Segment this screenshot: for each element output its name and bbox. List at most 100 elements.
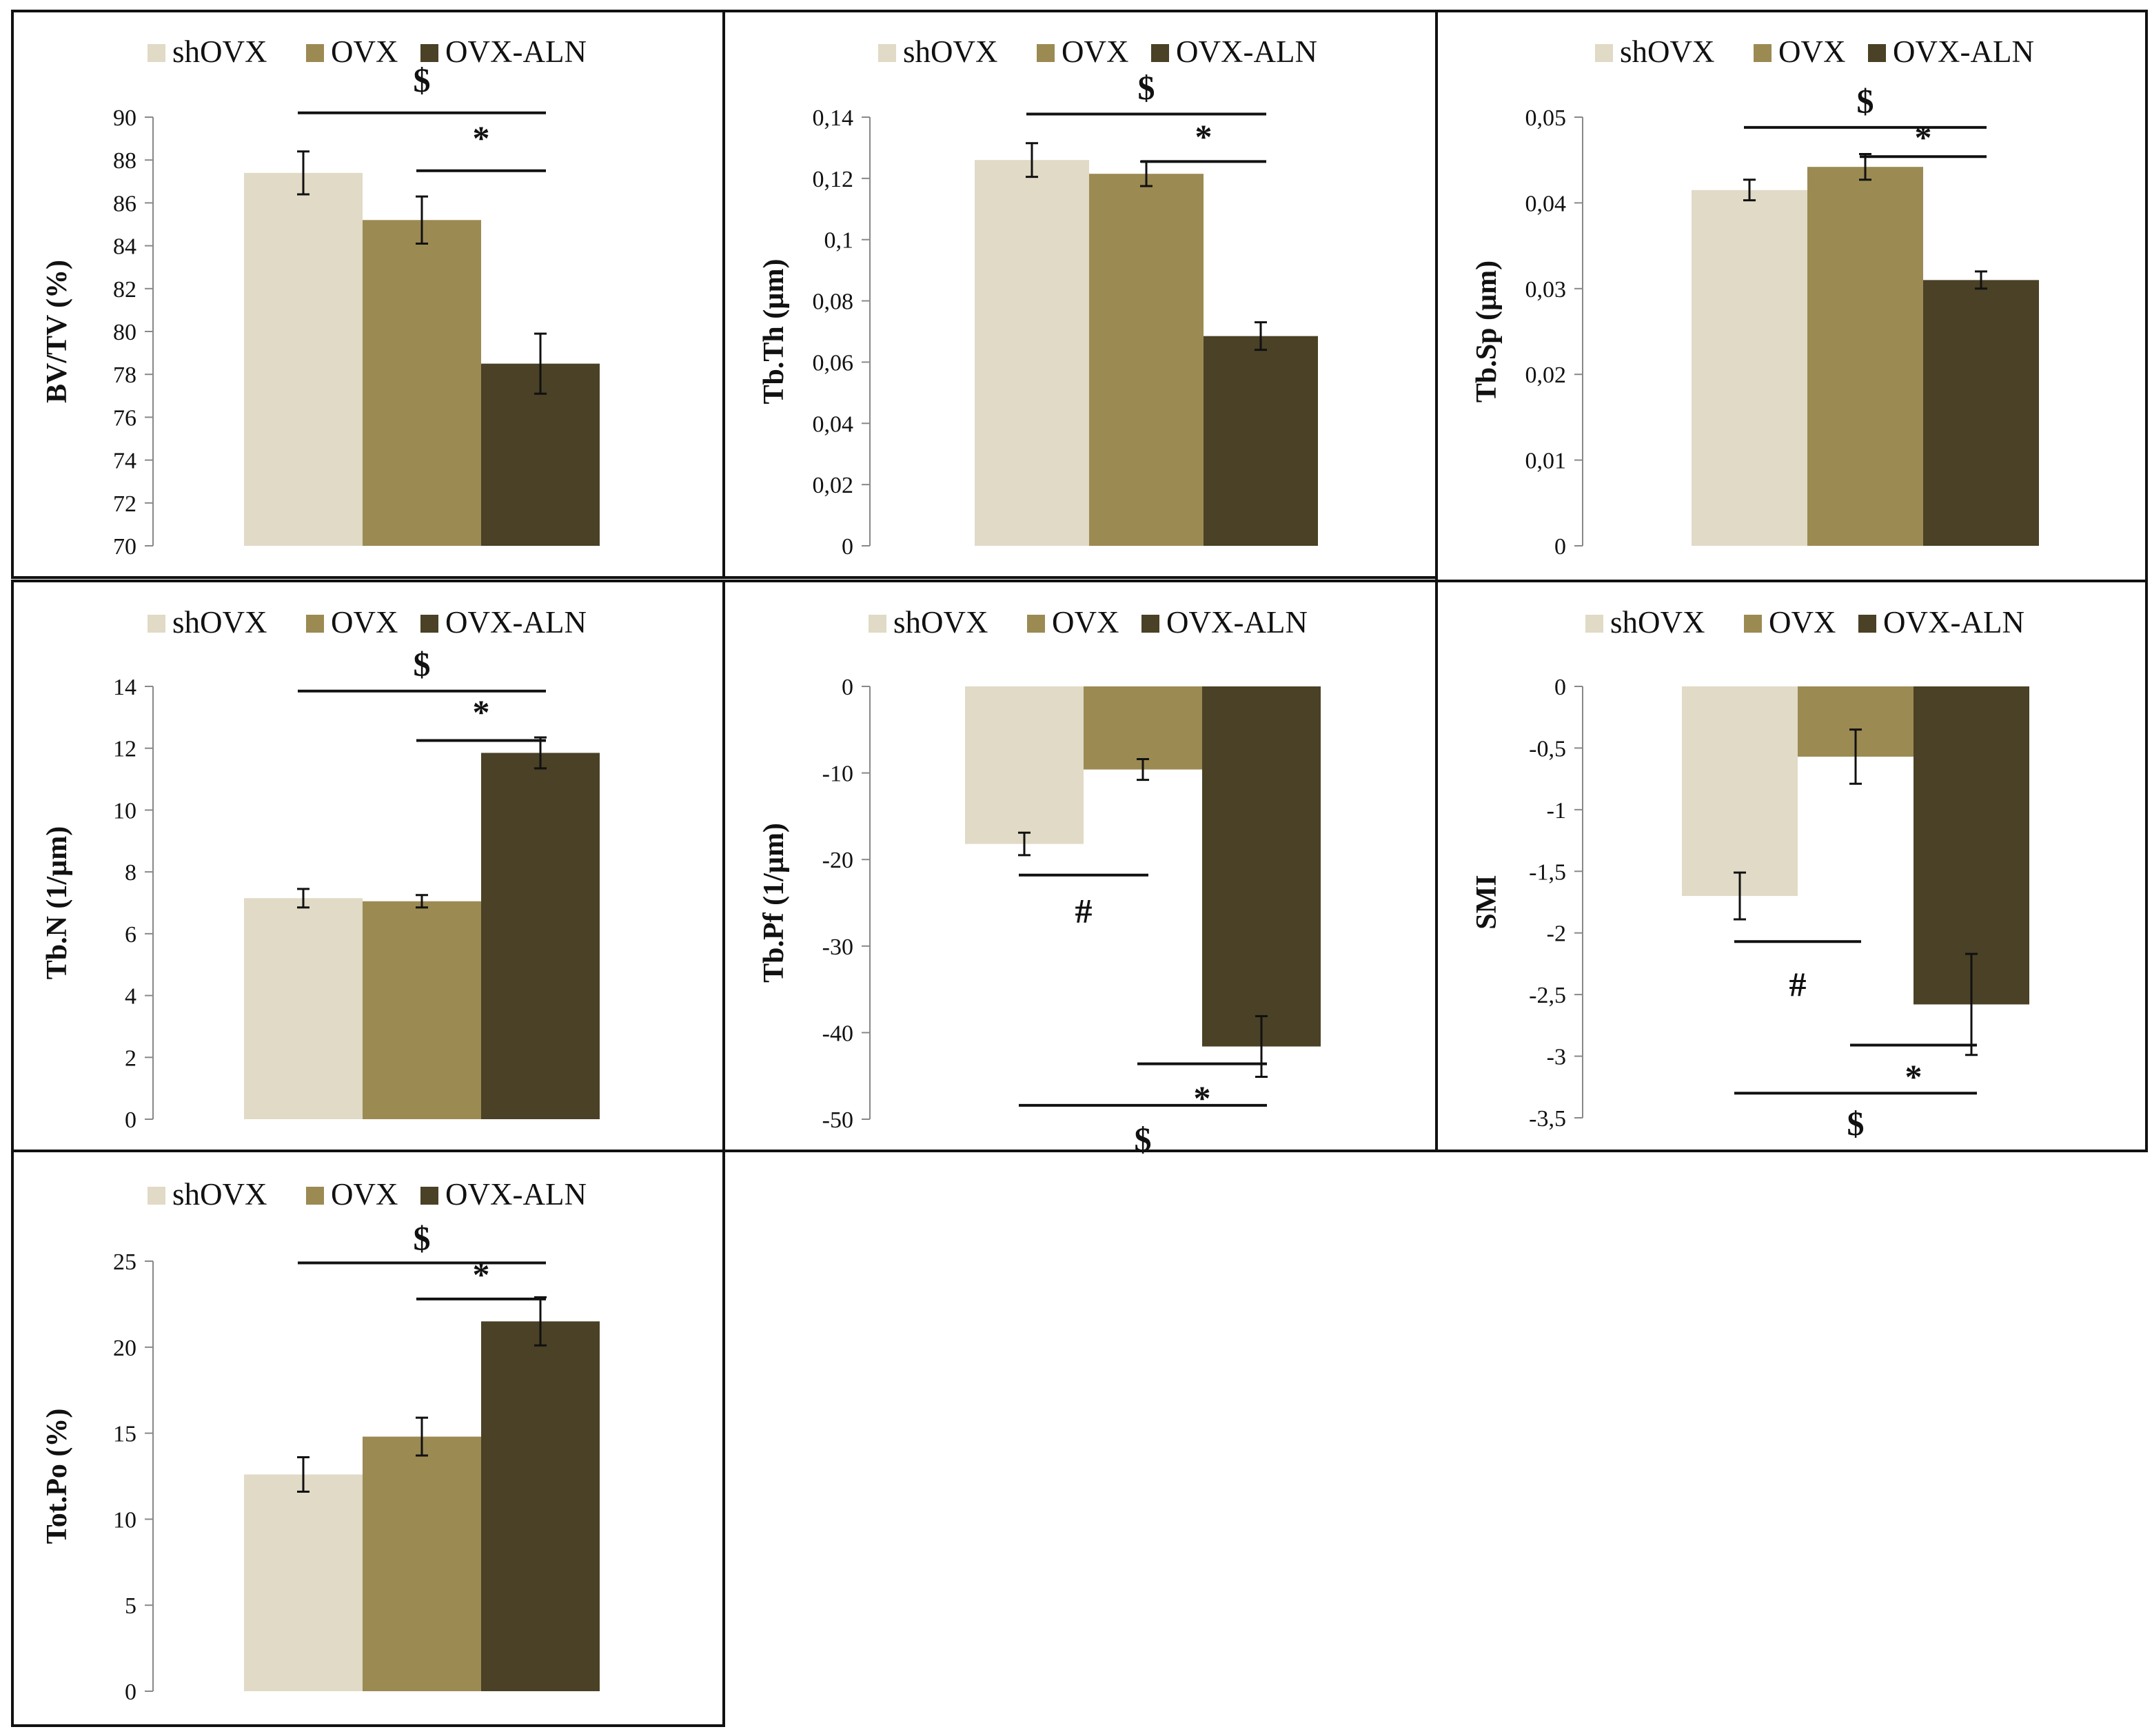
y-tick-label: 2 (125, 1045, 136, 1071)
y-tick-label: 0,02 (813, 473, 854, 498)
y-tick-label: 0 (125, 1107, 136, 1133)
y-tick-label: 0 (842, 675, 853, 700)
legend-swatch-shovx (148, 615, 165, 633)
y-tick-label: 20 (113, 1336, 136, 1361)
y-tick-label: 0,14 (813, 105, 854, 131)
y-tick-label: -20 (822, 848, 853, 873)
legend-swatch-ovx (306, 1187, 324, 1205)
error-bar-shovx (1743, 178, 1756, 202)
significance-label-dollar: $ (1857, 82, 1874, 121)
bar-shovx (1682, 686, 1798, 897)
legend-swatch-ovx (306, 615, 324, 633)
bar-shovx (1692, 190, 1807, 546)
y-tick-label: 0,04 (813, 411, 854, 437)
y-tick-label: -40 (822, 1021, 853, 1046)
y-axis-title: SMI (1471, 875, 1503, 929)
bar-ovx-aln (1202, 686, 1321, 1047)
legend-label-shovx: shOVX (172, 605, 267, 640)
y-axis-title: Tb.Sp (µm) (1471, 261, 1503, 402)
y-tick-label: 10 (113, 1507, 136, 1533)
legend-label-ovx-aln: OVX-ALN (445, 605, 587, 640)
y-tick-label: 70 (113, 534, 136, 560)
error-bar-ovx-aln (1975, 270, 1987, 290)
legend-swatch-shovx (869, 615, 886, 633)
error-bar-ovx (1137, 758, 1149, 782)
y-tick-label: -1 (1547, 798, 1566, 824)
y-tick-label: 84 (113, 234, 136, 260)
error-bar-ovx (1859, 152, 1871, 181)
bar-ovx-aln (481, 1321, 600, 1691)
significance-label-asterisk: * (1195, 117, 1212, 156)
legend-label-ovx: OVX (1778, 34, 1846, 69)
panel-frame (11, 1150, 725, 1727)
legend-swatch-shovx (148, 1187, 165, 1205)
significance-label-asterisk: * (473, 1255, 490, 1294)
chart-smi: shOVX OVX OVX-ALN 0 -0,5 -1 -1,5 -2 -2,5 -3 -3,5 SM… (1435, 580, 2148, 1152)
legend-label-shovx: shOVX (172, 1177, 267, 1212)
y-tick-label: 25 (113, 1249, 136, 1275)
legend-label-ovx: OVX (1052, 605, 1119, 640)
chart-tbn: shOVX OVX OVX-ALN 0 2 4 6 8 10 12 14 Tb.N (1/µm) $ * (11, 580, 725, 1152)
legend-label-ovx: OVX (331, 1177, 398, 1212)
y-tick-label: -1,5 (1529, 859, 1566, 885)
y-tick-label: 10 (113, 798, 136, 824)
y-axis-title: Tb.Th (µm) (758, 259, 790, 405)
y-tick-label: 0,06 (813, 350, 854, 376)
legend-swatch-ovx-aln (1868, 44, 1886, 62)
legend-swatch-shovx (1595, 44, 1613, 62)
legend-swatch-shovx (148, 44, 165, 62)
error-bar-shovx (1018, 831, 1031, 857)
panel-frame (1435, 580, 2148, 1152)
legend-swatch-ovx-aln (1151, 44, 1169, 62)
y-tick-label: 0 (1554, 534, 1566, 560)
error-bar-shovx (297, 888, 309, 909)
error-bar-ovx (1849, 728, 1862, 785)
error-bar-ovx-aln (534, 1296, 547, 1347)
legend-swatch-ovx (1037, 44, 1055, 62)
y-tick-label: -2,5 (1529, 983, 1566, 1008)
legend-label-shovx: shOVX (903, 34, 998, 69)
y-tick-label: 12 (113, 737, 136, 762)
legend-swatch-ovx-aln (1141, 615, 1159, 633)
legend-swatch-ovx-aln (420, 44, 438, 62)
chart-totpo: shOVX OVX OVX-ALN 0 5 10 15 20 25 Tot.Po (%) $ * (11, 1150, 725, 1727)
legend-label-ovx: OVX (1062, 34, 1129, 69)
y-tick-label: 0,01 (1525, 449, 1567, 474)
y-tick-label: 0 (1554, 675, 1566, 700)
chart-tbpf: shOVX OVX OVX-ALN 0 -10 -20 -30 -40 -50 Tb.Pf (1/… (722, 580, 1438, 1158)
legend-label-shovx: shOVX (1620, 34, 1715, 69)
legend-swatch-ovx (1754, 44, 1772, 62)
bar-shovx (244, 1474, 363, 1691)
y-tick-label: 0,02 (1525, 362, 1567, 388)
y-tick-label: 88 (113, 148, 136, 174)
significance-label-dollar: $ (414, 1219, 431, 1258)
bar-ovx (1089, 174, 1204, 546)
significance-label-dollar: $ (414, 61, 431, 99)
legend-label-shovx: shOVX (893, 605, 988, 640)
y-tick-label: 14 (113, 675, 136, 700)
y-axis-title: Tb.Pf (1/µm) (758, 823, 790, 983)
significance-label-dollar: $ (414, 645, 431, 684)
y-tick-label: 4 (125, 984, 136, 1010)
y-tick-label: -10 (822, 762, 853, 787)
y-tick-label: 0,04 (1525, 191, 1567, 216)
legend-label-ovx: OVX (331, 605, 398, 640)
y-tick-label: 15 (113, 1422, 136, 1447)
significance-label-asterisk: * (473, 693, 490, 731)
significance-label-dollar: $ (1138, 68, 1155, 107)
y-tick-label: 86 (113, 191, 136, 216)
error-bar-shovx (297, 1456, 309, 1493)
y-tick-label: 5 (125, 1593, 136, 1619)
bar-ovx (363, 1436, 481, 1691)
error-bar-ovx (416, 195, 428, 245)
legend-swatch-ovx (1744, 615, 1762, 633)
significance-label-asterisk: * (1905, 1057, 1922, 1096)
legend-label-ovx: OVX (331, 34, 398, 69)
error-bar-ovx-aln (1255, 321, 1267, 351)
y-tick-label: -50 (822, 1107, 853, 1133)
y-tick-label: 74 (113, 449, 136, 474)
y-tick-label: -30 (822, 935, 853, 960)
legend-swatch-shovx (878, 44, 896, 62)
error-bar-shovx (297, 150, 309, 196)
